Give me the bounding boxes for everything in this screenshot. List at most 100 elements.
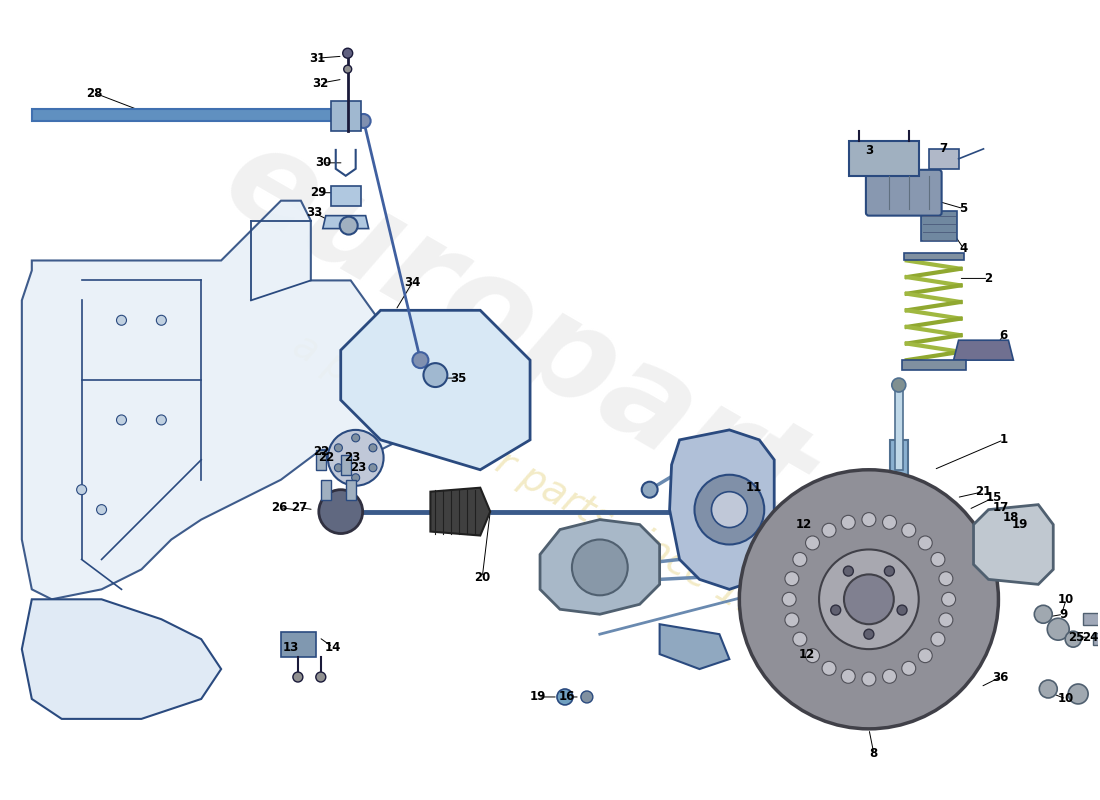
Bar [928, 149, 958, 169]
Polygon shape [670, 430, 774, 590]
Circle shape [117, 315, 126, 326]
Text: a passion for parts since 1985: a passion for parts since 1985 [286, 326, 814, 653]
Text: 1: 1 [1000, 434, 1008, 446]
Text: 25: 25 [1068, 630, 1085, 644]
Polygon shape [331, 186, 361, 206]
Circle shape [902, 523, 915, 538]
Text: 4: 4 [959, 242, 968, 255]
Polygon shape [757, 519, 834, 659]
Circle shape [343, 65, 352, 73]
Circle shape [939, 613, 953, 627]
Text: 13: 13 [283, 641, 299, 654]
Circle shape [352, 474, 360, 482]
Polygon shape [660, 624, 729, 669]
Circle shape [316, 672, 326, 682]
Circle shape [931, 632, 945, 646]
Polygon shape [341, 310, 530, 470]
Circle shape [918, 536, 932, 550]
Circle shape [842, 515, 855, 530]
Bar [894, 380, 903, 470]
Bar [890, 440, 908, 559]
Bar [321, 480, 331, 500]
Text: 6: 6 [999, 329, 1008, 342]
Bar [345, 480, 355, 500]
Circle shape [782, 592, 796, 606]
Bar [280, 632, 316, 657]
Text: europarts: europarts [202, 113, 898, 588]
Text: 17: 17 [992, 501, 1009, 514]
Circle shape [785, 572, 799, 586]
Circle shape [739, 470, 999, 729]
Text: 12: 12 [796, 518, 812, 531]
Circle shape [1065, 631, 1081, 647]
Bar [904, 253, 964, 261]
Circle shape [822, 523, 836, 538]
Text: 34: 34 [405, 276, 420, 289]
Circle shape [328, 430, 384, 486]
Text: 35: 35 [450, 371, 466, 385]
Circle shape [412, 352, 428, 368]
Text: 16: 16 [559, 690, 575, 703]
Circle shape [862, 672, 876, 686]
Circle shape [884, 566, 894, 576]
Text: 27: 27 [290, 501, 307, 514]
Circle shape [97, 505, 107, 514]
Circle shape [368, 444, 377, 452]
Circle shape [830, 605, 840, 615]
Circle shape [334, 464, 342, 472]
Circle shape [641, 482, 658, 498]
Text: 12: 12 [799, 648, 815, 661]
Circle shape [1034, 606, 1053, 623]
Polygon shape [22, 201, 420, 599]
Circle shape [931, 553, 945, 566]
Polygon shape [32, 109, 351, 121]
Circle shape [319, 490, 363, 534]
Circle shape [822, 662, 836, 675]
Text: 26: 26 [271, 501, 287, 514]
Bar [331, 101, 361, 131]
Text: 33: 33 [306, 206, 322, 219]
Circle shape [117, 415, 126, 425]
Circle shape [820, 550, 918, 649]
Circle shape [844, 574, 894, 624]
Text: 21: 21 [976, 485, 991, 498]
Polygon shape [22, 599, 221, 719]
Circle shape [694, 474, 764, 545]
Bar [902, 360, 966, 370]
Ellipse shape [887, 531, 911, 547]
Polygon shape [974, 505, 1053, 584]
Circle shape [805, 649, 820, 662]
Text: 20: 20 [474, 571, 491, 584]
Circle shape [343, 48, 353, 58]
Text: 36: 36 [992, 670, 1009, 683]
Text: 31: 31 [309, 52, 324, 65]
Circle shape [844, 566, 854, 576]
Text: 32: 32 [312, 77, 329, 90]
Text: 24: 24 [1082, 630, 1098, 644]
Text: 19: 19 [530, 690, 547, 703]
Circle shape [352, 434, 360, 442]
Circle shape [862, 513, 876, 526]
Text: 11: 11 [746, 481, 762, 494]
Circle shape [334, 444, 342, 452]
Text: 22: 22 [318, 451, 334, 464]
Circle shape [356, 114, 371, 128]
Circle shape [293, 672, 303, 682]
Text: 29: 29 [310, 186, 327, 199]
Circle shape [918, 649, 932, 662]
Bar [921, 210, 957, 241]
Text: 8: 8 [870, 747, 878, 760]
Circle shape [842, 670, 855, 683]
Circle shape [864, 630, 873, 639]
Circle shape [368, 464, 377, 472]
Text: 23: 23 [344, 451, 361, 464]
Text: 5: 5 [959, 202, 968, 215]
Polygon shape [322, 216, 368, 229]
Text: 30: 30 [316, 156, 332, 170]
Circle shape [340, 217, 358, 234]
Circle shape [424, 363, 448, 387]
Text: 14: 14 [324, 641, 341, 654]
Polygon shape [430, 488, 491, 535]
Circle shape [581, 691, 593, 703]
Circle shape [1068, 684, 1088, 704]
